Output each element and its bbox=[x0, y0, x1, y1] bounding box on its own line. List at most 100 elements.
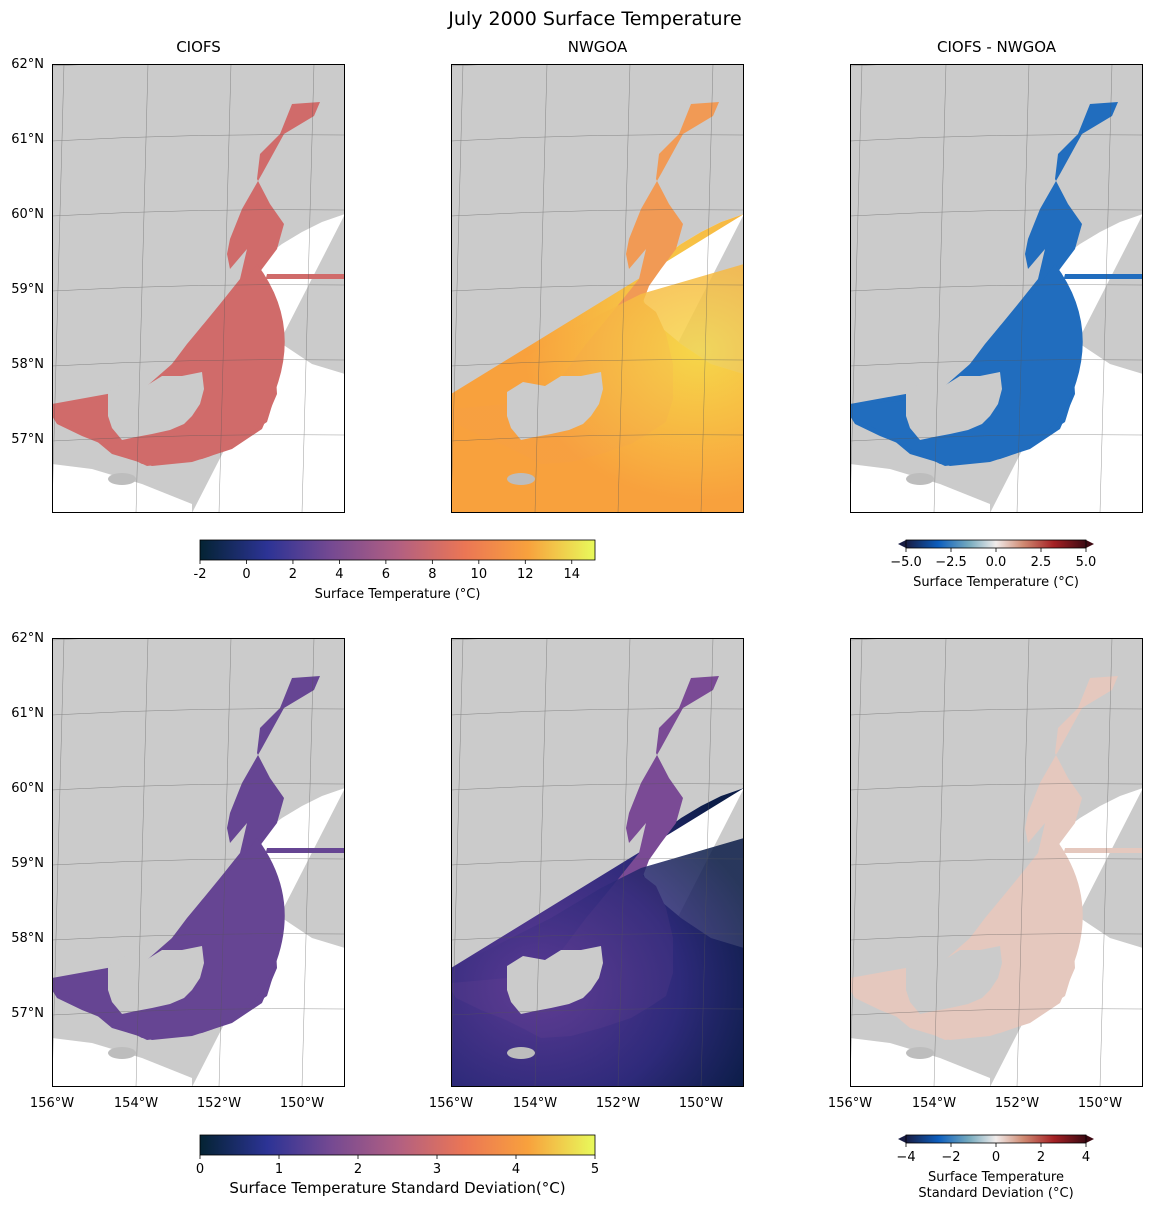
colorbar-tick-label: 6 bbox=[382, 567, 390, 582]
lon-tick-label: 156°W bbox=[828, 1096, 872, 1111]
lon-line bbox=[52, 638, 65, 1087]
lon-line bbox=[700, 64, 714, 513]
lon-tick-label: 150°W bbox=[679, 1096, 723, 1111]
lat-line bbox=[52, 284, 345, 292]
panel-frame bbox=[451, 64, 744, 513]
lon-tick-label: 154°W bbox=[114, 1096, 158, 1111]
colorbar-label: Standard Deviation (°C) bbox=[918, 1186, 1073, 1201]
lon-tick-label: 154°W bbox=[513, 1096, 557, 1111]
panel-frame bbox=[52, 64, 345, 513]
colorbar-tick-label: −2.5 bbox=[935, 555, 967, 570]
lon-line bbox=[218, 638, 232, 1087]
graticule bbox=[850, 64, 1143, 513]
lon-tick-label: 150°W bbox=[280, 1096, 324, 1111]
lat-line bbox=[52, 708, 345, 716]
colorbar-tick-label: −4 bbox=[896, 1150, 915, 1165]
colorbar-label: Surface Temperature bbox=[928, 1170, 1064, 1185]
colorbar: 0 1 2 3 4 5 Surface Temperature Standard Devia… bbox=[196, 1134, 599, 1197]
lat-line bbox=[52, 209, 345, 217]
lon-tick-label: 154°W bbox=[912, 1096, 956, 1111]
lat-line bbox=[850, 284, 1143, 292]
small-island bbox=[906, 1047, 934, 1059]
lon-line bbox=[301, 638, 315, 1087]
graticule bbox=[52, 64, 345, 513]
colorbar-tick-label: 3 bbox=[433, 1162, 441, 1177]
small-island bbox=[507, 1047, 535, 1059]
lon-line bbox=[617, 638, 631, 1087]
lat-line bbox=[52, 359, 345, 367]
colorbar-gradient bbox=[199, 539, 596, 561]
lon-line bbox=[850, 64, 863, 513]
panel-title: CIOFS bbox=[176, 38, 221, 56]
lon-line bbox=[218, 64, 232, 513]
graticule bbox=[52, 638, 397, 1087]
lat-line bbox=[850, 209, 1143, 217]
lat-line bbox=[850, 933, 1143, 941]
colorbar-tick-label: 10 bbox=[471, 567, 488, 582]
lon-line bbox=[135, 638, 149, 1087]
lon-line bbox=[784, 64, 796, 513]
lat-line bbox=[850, 434, 1143, 442]
lat-tick-label: 60°N bbox=[11, 781, 44, 796]
lat-line bbox=[850, 708, 1143, 716]
lat-line bbox=[451, 284, 744, 292]
lon-line bbox=[933, 638, 947, 1087]
lat-tick-label: 62°N bbox=[11, 631, 44, 646]
colorbar-label: Surface Temperature Standard Deviation(°… bbox=[229, 1179, 565, 1197]
colorbar-tick-label: 0 bbox=[992, 1150, 1000, 1165]
map-panel: NWGOA bbox=[451, 38, 796, 513]
colorbar-tick-label: 2 bbox=[1037, 1150, 1045, 1165]
lat-tick-label: 58°N bbox=[11, 357, 44, 372]
panel-frame bbox=[850, 638, 1143, 1087]
lon-line bbox=[301, 64, 315, 513]
lat-tick-label: 61°N bbox=[11, 706, 44, 721]
lon-line bbox=[385, 638, 397, 1087]
lat-line bbox=[850, 858, 1143, 866]
colorbar-tick-label: 4 bbox=[512, 1162, 520, 1177]
graticule bbox=[451, 638, 796, 1087]
lat-line bbox=[52, 858, 345, 866]
lat-line bbox=[451, 783, 744, 791]
lat-line bbox=[52, 783, 345, 791]
lon-line bbox=[534, 638, 548, 1087]
lon-line bbox=[1099, 638, 1113, 1087]
lon-line bbox=[1099, 64, 1113, 513]
lat-line bbox=[451, 209, 744, 217]
lat-line bbox=[850, 1008, 1143, 1016]
lat-line bbox=[451, 434, 744, 442]
colorbar-tick-label: −5.0 bbox=[890, 555, 922, 570]
small-island bbox=[906, 473, 934, 485]
lon-line bbox=[534, 64, 548, 513]
lat-line bbox=[52, 434, 345, 442]
lon-tick-label: 152°W bbox=[596, 1096, 640, 1111]
colorbar-tick-label: 2.5 bbox=[1031, 555, 1052, 570]
map-panel: CIOFS - NWGOA bbox=[850, 38, 1143, 513]
colorbar-tick-label: 4 bbox=[1082, 1150, 1090, 1165]
lon-line bbox=[52, 64, 65, 513]
map-panel: 156°W 154°W 152°W 150°W bbox=[828, 638, 1143, 1111]
lon-line bbox=[784, 638, 796, 1087]
colorbar-tick-label: 2 bbox=[354, 1162, 362, 1177]
map-panel: 62°N 61°N 60°N 59°N 58°N 57°N 156°W 154°W 152°W 1… bbox=[11, 631, 397, 1111]
lat-tick-label: 59°N bbox=[11, 856, 44, 871]
lon-tick-label: 152°W bbox=[197, 1096, 241, 1111]
lon-line bbox=[451, 638, 464, 1087]
colorbar-gradient bbox=[905, 539, 1087, 549]
lat-line bbox=[850, 359, 1143, 367]
colorbar-label: Surface Temperature (°C) bbox=[315, 587, 481, 602]
lat-line bbox=[451, 359, 744, 367]
lon-line bbox=[451, 64, 464, 513]
lat-line bbox=[451, 858, 744, 866]
colorbar-tick-label: 12 bbox=[517, 567, 534, 582]
colorbar-tick-label: 5 bbox=[591, 1162, 599, 1177]
colorbar-extend-high bbox=[1086, 1135, 1094, 1143]
colorbar-label: Surface Temperature (°C) bbox=[913, 575, 1079, 590]
colorbar-tick-label: 0 bbox=[196, 1162, 204, 1177]
map-panels: CIOFS 62°N 61°N 60°N 59°N 58°N 57°N NWGOA CIOFS … bbox=[11, 38, 1143, 1111]
small-island bbox=[507, 473, 535, 485]
panel-frame bbox=[52, 638, 345, 1087]
lon-line bbox=[1016, 64, 1030, 513]
lon-line bbox=[617, 64, 631, 513]
